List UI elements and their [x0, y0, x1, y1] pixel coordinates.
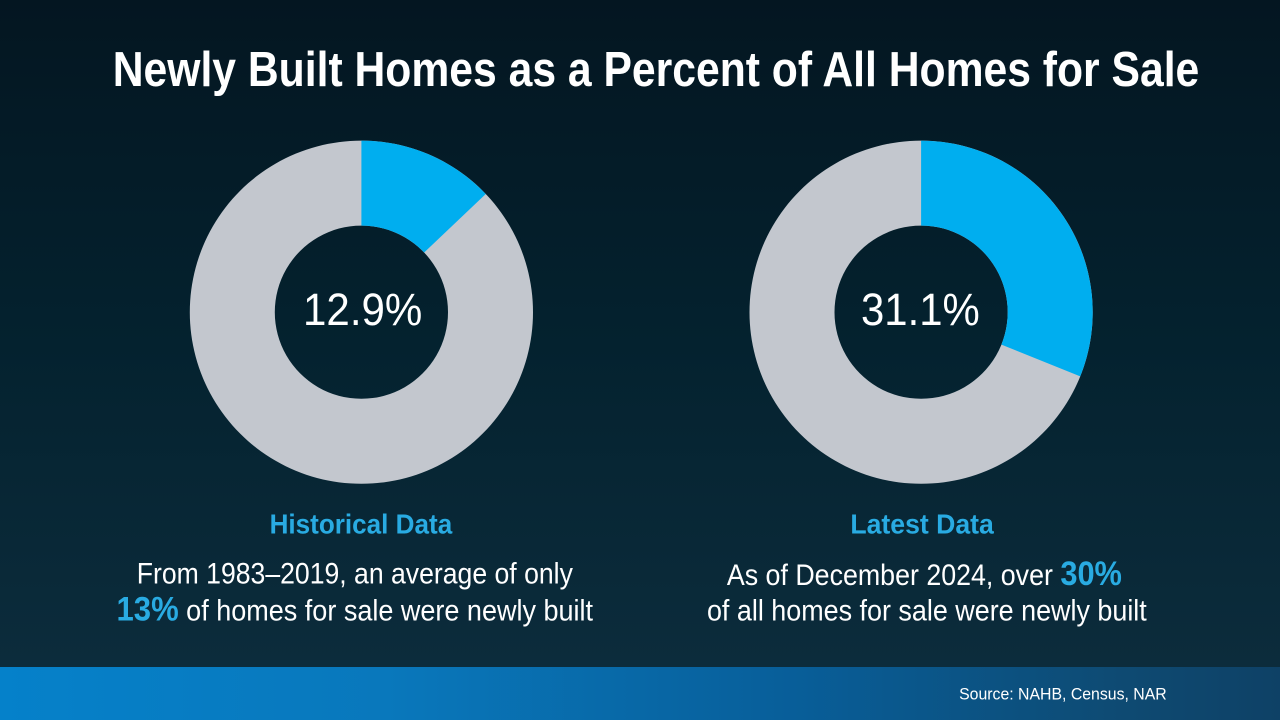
svg-text:Latest Data: Latest Data	[850, 509, 994, 539]
svg-text:As of December 2024, over 30%: As of December 2024, over 30%	[727, 555, 1122, 593]
svg-text:31.1%: 31.1%	[861, 285, 980, 335]
svg-text:of all homes for sale were new: of all homes for sale were newly built	[707, 593, 1147, 626]
svg-text:From 1983–2019, an average of: From 1983–2019, an average of only	[137, 557, 573, 590]
svg-text:12.9%: 12.9%	[303, 285, 422, 335]
svg-text:Historical Data: Historical Data	[270, 509, 454, 540]
svg-text:Newly Built Homes as a Percent: Newly Built Homes as a Percent of All Ho…	[113, 41, 1200, 96]
svg-text:Source: NAHB, Census, NAR: Source: NAHB, Census, NAR	[959, 685, 1167, 703]
svg-text:13% of homes for sale were new: 13% of homes for sale were newly built	[117, 590, 594, 628]
